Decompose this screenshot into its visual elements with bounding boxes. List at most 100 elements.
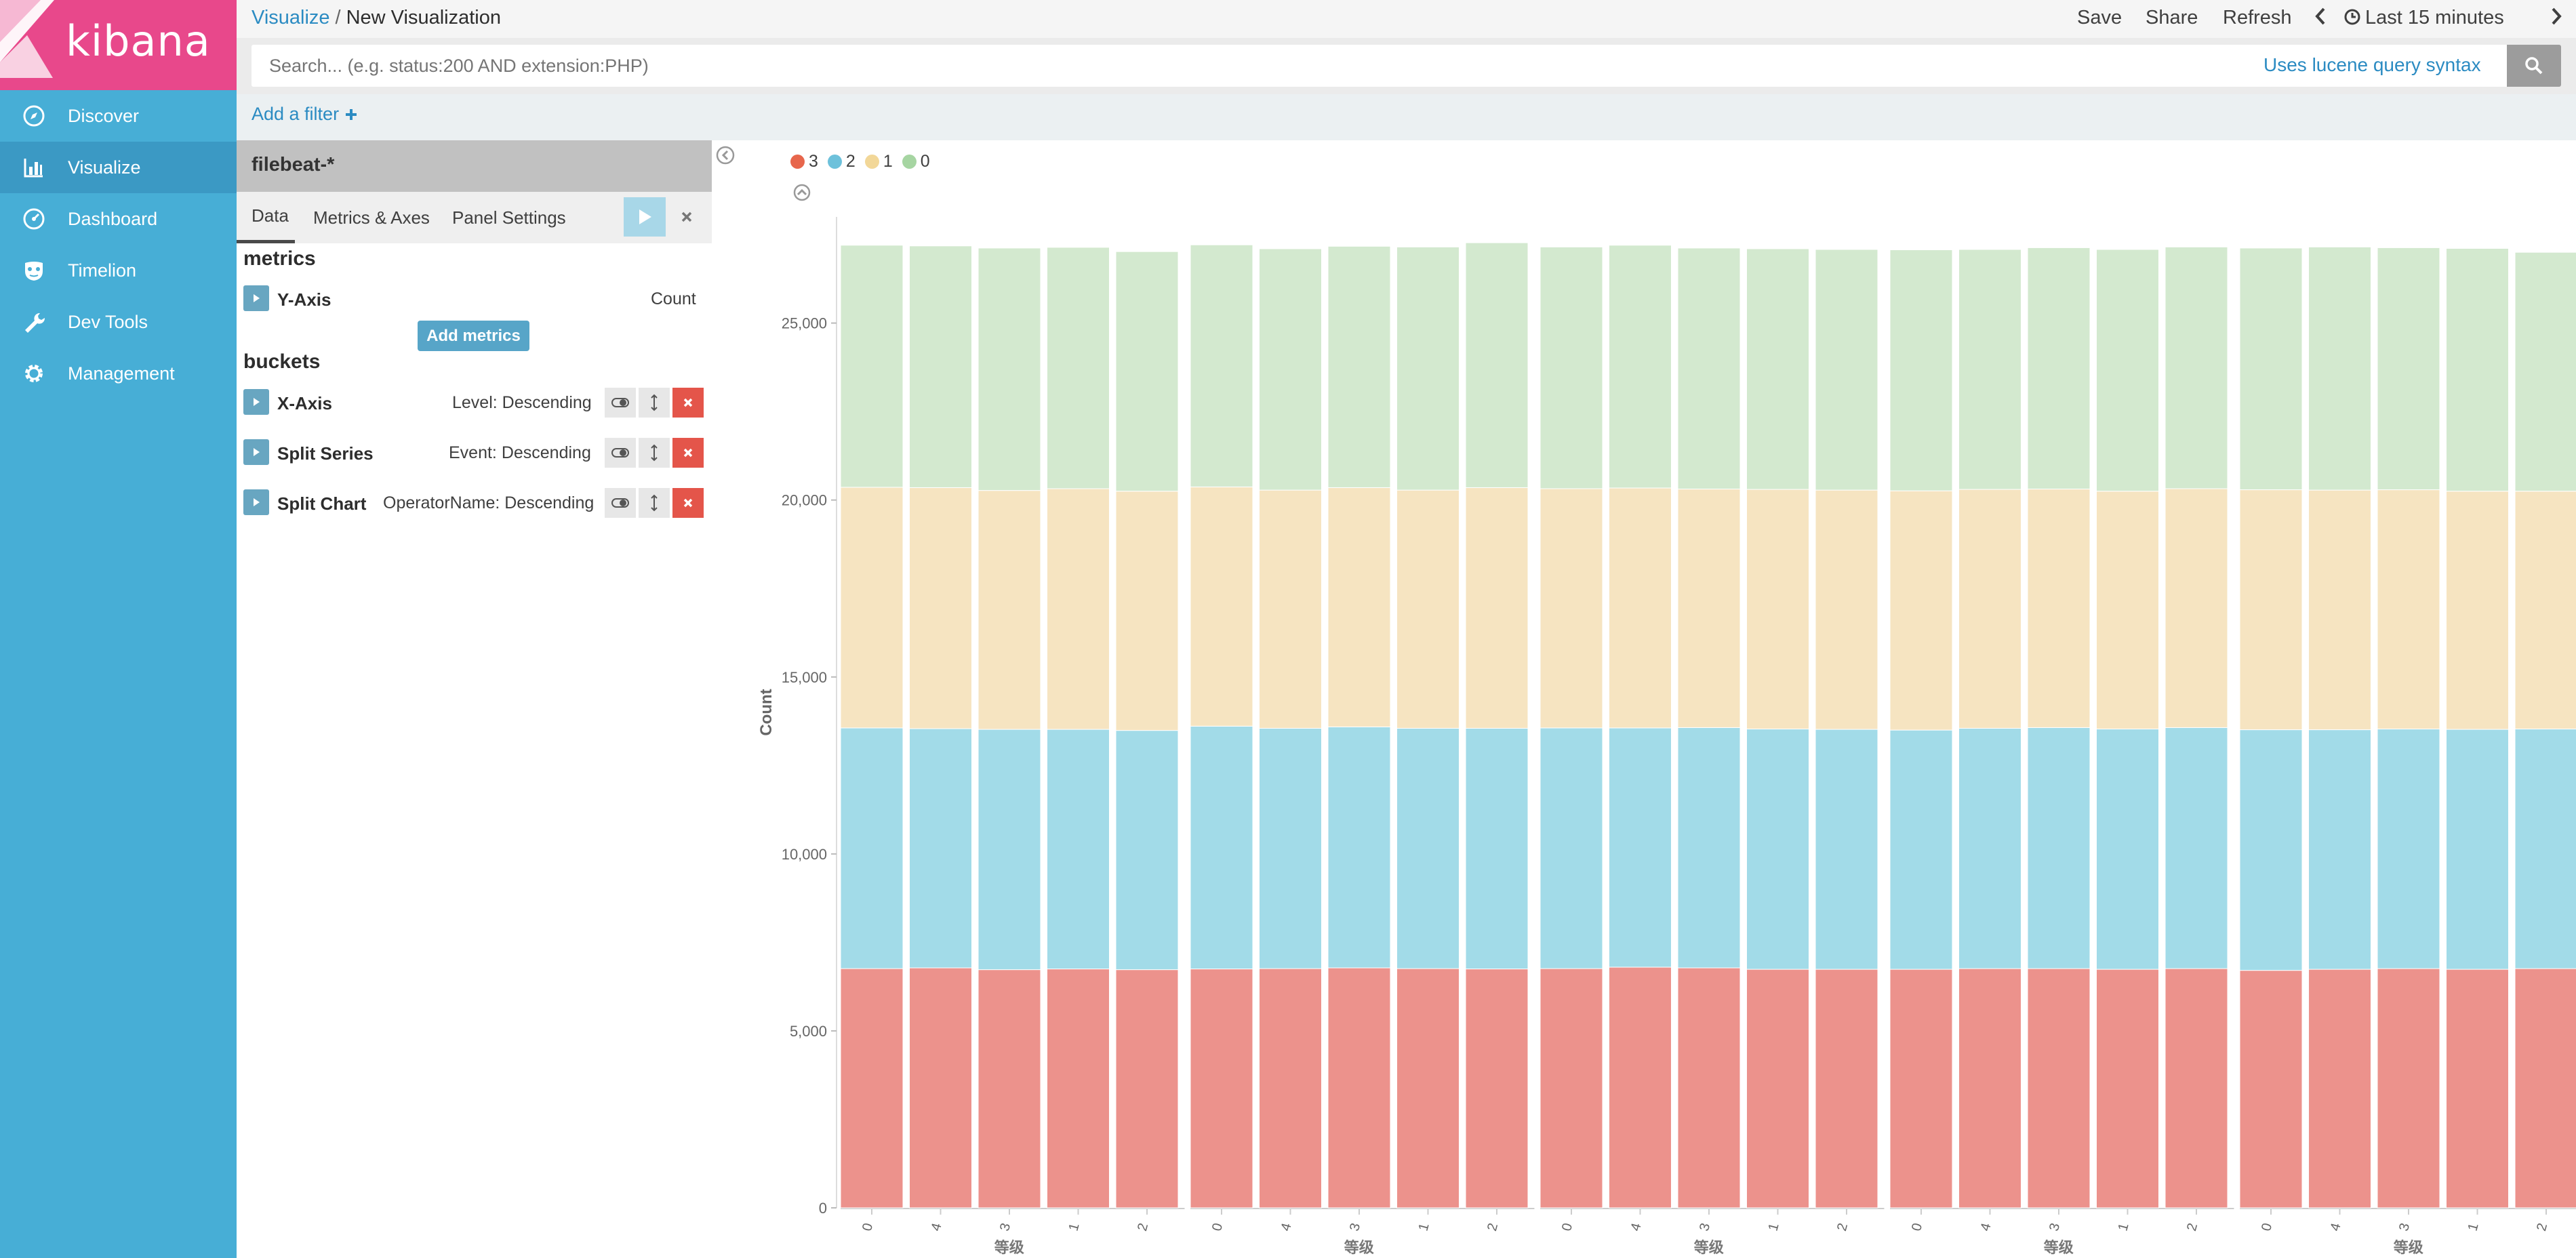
remove-aggregation-button[interactable] [672, 488, 704, 518]
search-icon [2525, 57, 2543, 75]
tab-panel-settings[interactable]: Panel Settings [452, 207, 566, 228]
bar-segment-series-0 [2096, 249, 2159, 492]
bar-segment-series-1 [1815, 489, 1878, 730]
refresh-button[interactable]: Refresh [2223, 7, 2292, 28]
expand-toggle-button[interactable] [243, 285, 269, 311]
reorder-handle[interactable] [639, 388, 670, 418]
caret-right-icon [254, 498, 260, 506]
bar-segment-series-0 [978, 247, 1041, 491]
breadcrumb-visualize-link[interactable]: Visualize [251, 7, 330, 28]
expand-toggle-button[interactable] [243, 389, 269, 415]
bar-segment-series-0 [1047, 247, 1110, 489]
nav-item-management[interactable]: Management [0, 348, 237, 399]
kibana-logo[interactable]: kibana [0, 0, 237, 90]
bar-segment-series-3 [1465, 969, 1529, 1209]
bar-segment-series-1 [1609, 487, 1672, 729]
time-back-button[interactable] [2314, 5, 2327, 33]
nav-item-visualize[interactable]: Visualize [0, 142, 237, 193]
bar-segment-series-2 [2514, 729, 2576, 969]
add-filter-button[interactable]: Add a filter [251, 104, 358, 125]
bar-segment-series-2 [1327, 726, 1391, 969]
nav-item-dev-tools[interactable]: Dev Tools [0, 296, 237, 348]
share-button[interactable]: Share [2146, 7, 2198, 28]
x-tick-label: 2 [1135, 1221, 1151, 1232]
expand-toggle-button[interactable] [243, 489, 269, 515]
bar-segment-series-0 [1396, 246, 1460, 491]
bar-segment-series-0 [1327, 245, 1391, 488]
add-metrics-button[interactable]: Add metrics [418, 321, 529, 351]
reorder-handle[interactable] [639, 438, 670, 468]
expand-toggle-button[interactable] [243, 439, 269, 465]
y-axis-title: Count [757, 689, 776, 735]
legend-collapse-icon[interactable] [792, 183, 811, 202]
bar-segment-series-2 [2027, 727, 2091, 969]
x-tick-label: 1 [1766, 1221, 1782, 1232]
bar-chart-icon [0, 142, 68, 193]
bar-segment-series-1 [1115, 491, 1179, 731]
bar-segment-series-2 [2377, 729, 2440, 969]
visualization-editor-panel: filebeat-* Data Metrics & Axes Panel Set… [237, 140, 712, 1258]
bar-segment-series-3 [2446, 969, 2509, 1209]
bar-segment-series-0 [1465, 242, 1529, 488]
nav-item-timelion[interactable]: Timelion [0, 245, 237, 296]
bucket-value: Level: Descending [452, 393, 592, 412]
discard-changes-button[interactable] [670, 197, 703, 237]
x-tick-label: 1 [1066, 1221, 1083, 1232]
time-picker-button[interactable]: Last 15 minutes [2343, 7, 2504, 29]
remove-aggregation-button[interactable] [672, 388, 704, 418]
x-tick-label: 0 [860, 1221, 876, 1232]
bar-segment-series-3 [2308, 969, 2371, 1209]
y-tick-label: 10,000 [782, 846, 827, 863]
bar-segment-series-2 [1609, 727, 1672, 968]
x-tick-label: 0 [2259, 1221, 2275, 1232]
bar-segment-series-0 [2446, 247, 2509, 492]
bar-segment-series-2 [1047, 729, 1110, 970]
bar-segment-series-1 [2514, 491, 2576, 730]
bar-segment-series-2 [2308, 729, 2371, 970]
legend-label: 0 [920, 151, 930, 171]
bar-segment-series-3 [1539, 968, 1603, 1209]
legend-item-1[interactable]: 1 [864, 152, 893, 171]
bar-segment-series-2 [1190, 725, 1253, 970]
tab-metrics-axes[interactable]: Metrics & Axes [313, 207, 430, 228]
bar-segment-series-1 [2308, 489, 2371, 731]
gauge-icon [0, 193, 68, 245]
bar-segment-series-3 [2027, 968, 2091, 1209]
legend-item-3[interactable]: 3 [790, 152, 818, 171]
nav-label: Discover [68, 105, 140, 126]
legend-item-0[interactable]: 0 [902, 152, 930, 171]
bar-segment-series-3 [978, 969, 1041, 1209]
remove-aggregation-button[interactable] [672, 438, 704, 468]
bar-segment-series-3 [1889, 969, 1953, 1209]
nav-item-discover[interactable]: Discover [0, 90, 237, 142]
search-button[interactable] [2507, 45, 2561, 87]
collapse-editor-icon[interactable] [715, 145, 736, 165]
nav-label: Management [68, 363, 175, 384]
x-tick-label: 4 [1978, 1221, 1994, 1232]
toggle-aggregation-button[interactable] [605, 438, 636, 468]
nav-item-dashboard[interactable]: Dashboard [0, 193, 237, 245]
apply-changes-button[interactable] [624, 197, 666, 237]
bar-segment-series-3 [2239, 970, 2303, 1209]
bar-segment-series-3 [1115, 969, 1179, 1209]
sort-arrows-icon [651, 394, 658, 411]
lucene-syntax-link[interactable]: Uses lucene query syntax [2263, 54, 2481, 75]
bar-segment-series-0 [1609, 245, 1672, 489]
search-input[interactable] [251, 45, 2524, 87]
time-forward-button[interactable] [2550, 5, 2563, 33]
legend-item-2[interactable]: 2 [827, 152, 856, 171]
reorder-handle[interactable] [639, 488, 670, 518]
save-button[interactable]: Save [2077, 7, 2122, 28]
tab-data[interactable]: Data [237, 192, 295, 243]
x-tick-label: 3 [997, 1221, 1013, 1232]
bar-segment-series-2 [909, 728, 972, 969]
bar-segment-series-2 [2446, 729, 2509, 970]
bar-segment-series-1 [1327, 487, 1391, 727]
stacked-bar-chart: 0 5,000 10,000 15,000 20,000 25,000 Count 0 4 3 1 2… [757, 217, 2576, 1256]
toggle-aggregation-button[interactable] [605, 388, 636, 418]
bar-segment-series-2 [2096, 729, 2159, 970]
bucket-row-split-series: Split Series Event: Descending [243, 437, 708, 469]
nav-label: Timelion [68, 260, 137, 281]
bar-segment-series-1 [1047, 488, 1110, 730]
toggle-aggregation-button[interactable] [605, 488, 636, 518]
